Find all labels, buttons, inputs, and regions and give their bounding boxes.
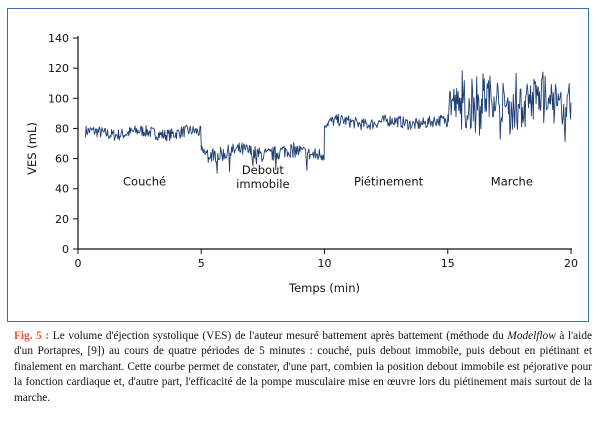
y-tick-label: 20 — [55, 213, 69, 226]
y-tick-label: 60 — [55, 153, 69, 166]
chart: 0 20 40 60 80 100 120 140 0 5 10 15 20 Couché Debout i… — [25, 32, 578, 295]
x-tick-label: 5 — [198, 257, 205, 270]
figure-frame: 0 20 40 60 80 100 120 140 0 5 10 15 20 Couché Debout i… — [7, 8, 589, 322]
phase-annotations: Couché Debout immobile Piétinement Marche — [123, 163, 533, 191]
x-tick-label: 15 — [441, 257, 455, 270]
phase-label: Marche — [491, 175, 533, 189]
x-tick-label: 0 — [75, 257, 82, 270]
phase-label: Debout immobile — [236, 163, 289, 191]
y-tick-label: 0 — [62, 243, 69, 256]
caption-text-1: Le volume d'éjection systolique (VES) de… — [49, 330, 508, 342]
figure-label: Fig. 5 : — [14, 330, 50, 342]
y-tick-label: 140 — [48, 32, 69, 45]
chart-ticks: 0 20 40 60 80 100 120 140 0 5 10 15 20 — [48, 32, 578, 270]
y-tick-label: 80 — [55, 122, 69, 135]
y-tick-label: 40 — [55, 183, 69, 196]
phase-label: Couché — [123, 175, 166, 189]
chart-axes — [77, 36, 572, 250]
y-tick-label: 120 — [48, 62, 69, 75]
x-tick-label: 20 — [564, 257, 578, 270]
figure-caption: Fig. 5 : Le volume d'éjection systolique… — [14, 329, 592, 406]
phase-label: Piétinement — [354, 175, 424, 189]
y-tick-label: 100 — [48, 92, 69, 105]
caption-text-2: à l'aide d'un Portapres, [9]) au cours d… — [14, 330, 592, 404]
x-tick-label: 10 — [318, 257, 332, 270]
caption-method-name: Modelflow — [507, 330, 556, 342]
y-axis-label: VES (mL) — [25, 122, 39, 175]
x-axis-label: Temps (min) — [288, 281, 360, 295]
ves-series-line — [84, 70, 572, 174]
